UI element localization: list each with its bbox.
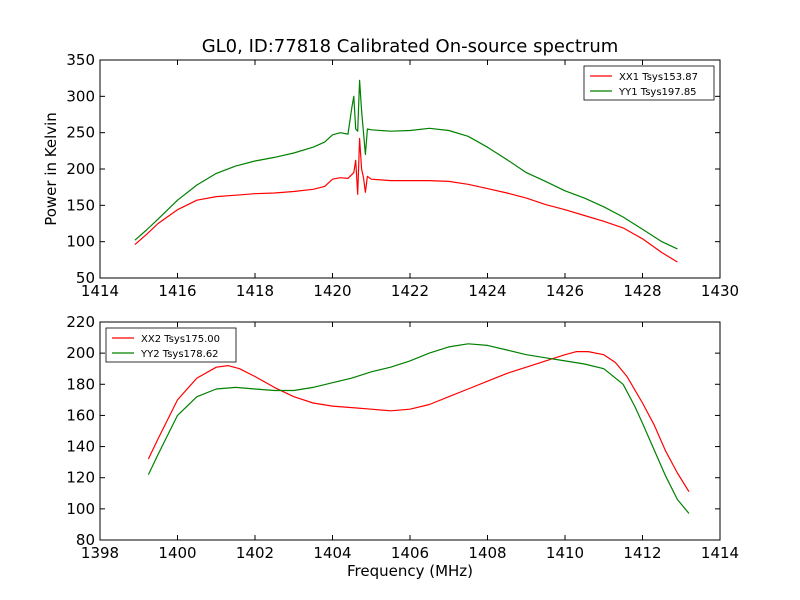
top-legend-box xyxy=(583,65,715,101)
top-y-tick-label: 300 xyxy=(66,87,95,105)
bottom-y-tick-label: 140 xyxy=(66,438,95,456)
bottom-x-tick-label: 1400 xyxy=(158,544,196,562)
bottom-spectrum-plot: 1398 1400 1402 1404 1406 1408 1410 1412 1414 80 10… xyxy=(66,313,739,580)
bottom-legend-box xyxy=(105,327,237,363)
top-x-tick-label: 1416 xyxy=(158,282,196,300)
top-legend-label: YY1 Tsys197.85 xyxy=(618,87,697,98)
top-series-line-2 xyxy=(134,79,678,250)
top-x-tick-label: 1426 xyxy=(546,282,584,300)
top-spectrum-plot: 1414 1416 1418 1420 1422 1424 1426 1428 1430 50 10… xyxy=(42,51,739,300)
top-legend: XX1 Tsys153.87 YY1 Tsys197.85 xyxy=(583,65,715,101)
figure-title: GL0, ID:77818 Calibrated On-source spect… xyxy=(202,36,619,57)
top-x-tick-label: 1418 xyxy=(236,282,274,300)
top-x-tick-label: 1428 xyxy=(623,282,661,300)
top-legend-label: XX1 Tsys153.87 xyxy=(619,72,698,83)
bottom-legend-label: XX2 Tsys175.00 xyxy=(141,334,220,345)
bottom-x-tick-label: 1408 xyxy=(468,544,506,562)
top-plot-frame xyxy=(99,59,721,279)
top-y-tick-label: 150 xyxy=(66,196,95,214)
bottom-y-tick-label: 220 xyxy=(66,313,95,331)
bottom-x-tick-label: 1404 xyxy=(313,544,351,562)
bottom-y-tick-label: 80 xyxy=(76,531,95,549)
bottom-x-tick-label: 1402 xyxy=(236,544,274,562)
bottom-x-tick-label: 1410 xyxy=(546,544,584,562)
bottom-x-tick-label: 1414 xyxy=(701,544,739,562)
bottom-y-tick-label: 180 xyxy=(66,375,95,393)
bottom-series-line-2 xyxy=(147,343,690,514)
top-y-tick-label: 250 xyxy=(66,124,95,142)
bottom-x-tick-label: 1406 xyxy=(391,544,429,562)
top-x-tick-label: 1420 xyxy=(313,282,351,300)
top-series-group xyxy=(134,79,678,263)
top-x-tick-label: 1430 xyxy=(701,282,739,300)
top-x-tick-label: 1414 xyxy=(81,282,119,300)
bottom-x-axis-label: Frequency (MHz) xyxy=(347,562,473,580)
top-x-tick-label: 1422 xyxy=(391,282,429,300)
bottom-legend: XX2 Tsys175.00 YY2 Tsys178.62 xyxy=(105,327,237,363)
bottom-y-tick-label: 100 xyxy=(66,500,95,518)
bottom-y-tick-label: 200 xyxy=(66,344,95,362)
bottom-legend-label: YY2 Tsys178.62 xyxy=(140,349,219,360)
top-y-tick-label: 50 xyxy=(76,269,95,287)
top-x-tick-label: 1424 xyxy=(468,282,506,300)
top-axis-ticks: 1414 1416 1418 1420 1422 1424 1426 1428 1430 50 10… xyxy=(66,51,739,300)
bottom-plot-frame xyxy=(99,321,721,541)
bottom-y-tick-label: 160 xyxy=(66,406,95,424)
bottom-series-group xyxy=(147,343,690,514)
bottom-series-line-1 xyxy=(147,351,690,493)
bottom-x-tick-label: 1412 xyxy=(623,544,661,562)
top-y-tick-label: 350 xyxy=(66,51,95,69)
top-y-tick-label: 100 xyxy=(66,233,95,251)
top-y-axis-label: Power in Kelvin xyxy=(42,112,60,226)
bottom-y-tick-label: 120 xyxy=(66,469,95,487)
top-y-tick-label: 200 xyxy=(66,160,95,178)
bottom-x-tick-label: 1398 xyxy=(81,544,119,562)
top-series-line-1 xyxy=(134,137,678,263)
